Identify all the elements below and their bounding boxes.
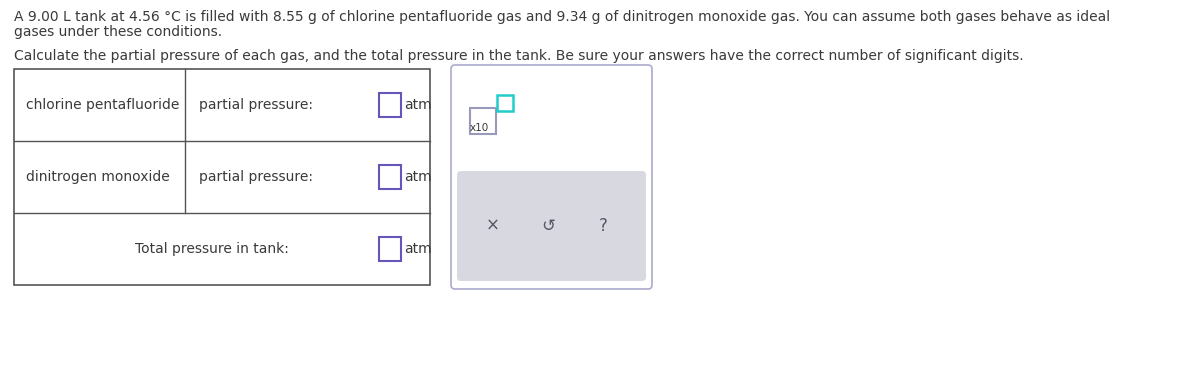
Text: partial pressure:: partial pressure: [199, 170, 313, 184]
Bar [379, 93, 401, 117]
Bar [14, 69, 430, 285]
Text: A 9.00 L tank at 4.56 °C is filled with 8.55 g of chlorine pentafluoride gas and: A 9.00 L tank at 4.56 °C is filled with … [14, 10, 1110, 24]
Text: ↺: ↺ [541, 217, 554, 235]
Text: chlorine pentafluoride: chlorine pentafluoride [26, 98, 179, 112]
Bar [470, 108, 496, 134]
Text: dinitrogen monoxide: dinitrogen monoxide [26, 170, 169, 184]
Text: gases under these conditions.: gases under these conditions. [14, 25, 222, 39]
Text: partial pressure:: partial pressure: [199, 98, 313, 112]
FancyBboxPatch shape [451, 65, 652, 289]
Text: Calculate the partial pressure of each gas, and the total pressure in the tank. : Calculate the partial pressure of each g… [14, 49, 1024, 63]
Text: ×: × [486, 217, 500, 235]
Text: atm: atm [404, 98, 432, 112]
Text: atm: atm [404, 170, 432, 184]
Text: atm: atm [404, 242, 432, 256]
Text: ?: ? [599, 217, 607, 235]
Bar [497, 95, 514, 111]
Bar [379, 165, 401, 189]
Text: Total pressure in tank:: Total pressure in tank: [136, 242, 289, 256]
FancyBboxPatch shape [457, 171, 646, 281]
Bar [379, 237, 401, 261]
Text: x10: x10 [470, 123, 490, 133]
